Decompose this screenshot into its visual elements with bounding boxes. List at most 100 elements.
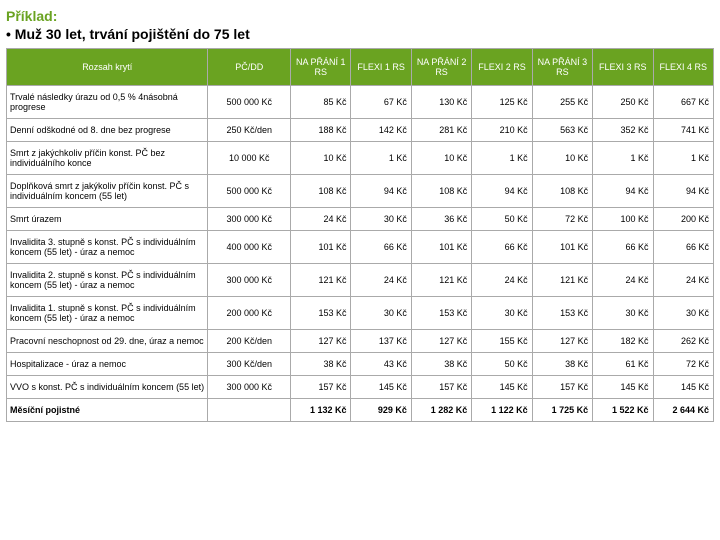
table-row: Invalidita 2. stupně s konst. PČ s indiv…	[7, 264, 714, 297]
header-col-2: NA PŘÁNÍ 2 RS	[411, 49, 471, 86]
cell-pcdd: 200 Kč/den	[208, 330, 291, 353]
table-row: VVO s konst. PČ s individuálním koncem (…	[7, 376, 714, 399]
cell-value: 108 Kč	[532, 175, 592, 208]
cell-rozsah: Smrt z jakýchkoliv příčin konst. PČ bez …	[7, 142, 208, 175]
monthly-label: Měsíční pojistné	[7, 399, 208, 422]
cell-value: 127 Kč	[411, 330, 471, 353]
header-col-4: NA PŘÁNÍ 3 RS	[532, 49, 592, 86]
cell-pcdd: 250 Kč/den	[208, 119, 291, 142]
cell-value: 127 Kč	[291, 330, 351, 353]
header-rozsah: Rozsah krytí	[7, 49, 208, 86]
monthly-row: Měsíční pojistné 1 132 Kč929 Kč1 282 Kč 1 …	[7, 399, 714, 422]
cell-value: 262 Kč	[653, 330, 714, 353]
cell-pcdd: 500 000 Kč	[208, 175, 291, 208]
cell-value: 101 Kč	[532, 231, 592, 264]
table-row: Doplňková smrt z jakýkoliv příčin konst.…	[7, 175, 714, 208]
cell-value: 38 Kč	[411, 353, 471, 376]
cell-rozsah: Invalidita 1. stupně s konst. PČ s indiv…	[7, 297, 208, 330]
cell-value: 24 Kč	[472, 264, 532, 297]
table-row: Smrt úrazem300 000 Kč24 Kč30 Kč36 Kč50 K…	[7, 208, 714, 231]
cell-value: 10 Kč	[291, 142, 351, 175]
table-row: Invalidita 3. stupně s konst. PČ s indiv…	[7, 231, 714, 264]
cell-value: 563 Kč	[532, 119, 592, 142]
cell-value: 182 Kč	[593, 330, 653, 353]
cell-rozsah: Doplňková smrt z jakýkoliv příčin konst.…	[7, 175, 208, 208]
header-col-0: NA PŘÁNÍ 1 RS	[291, 49, 351, 86]
cell-pcdd: 300 Kč/den	[208, 353, 291, 376]
cell-value: 281 Kč	[411, 119, 471, 142]
cell-value: 66 Kč	[351, 231, 411, 264]
cell-value: 38 Kč	[291, 353, 351, 376]
monthly-value: 1 725 Kč	[532, 399, 592, 422]
header-col-5: FLEXI 3 RS	[593, 49, 653, 86]
cell-rozsah: Invalidita 3. stupně s konst. PČ s indiv…	[7, 231, 208, 264]
cell-value: 145 Kč	[472, 376, 532, 399]
pricing-table: Rozsah krytí PČ/DD NA PŘÁNÍ 1 RS FLEXI 1…	[6, 48, 714, 422]
cell-value: 101 Kč	[411, 231, 471, 264]
cell-value: 66 Kč	[653, 231, 714, 264]
cell-value: 130 Kč	[411, 86, 471, 119]
cell-rozsah: VVO s konst. PČ s individuálním koncem (…	[7, 376, 208, 399]
cell-value: 121 Kč	[291, 264, 351, 297]
cell-value: 72 Kč	[653, 353, 714, 376]
cell-value: 121 Kč	[532, 264, 592, 297]
cell-value: 157 Kč	[532, 376, 592, 399]
cell-rozsah: Trvalé následky úrazu od 0,5 % 4násobná …	[7, 86, 208, 119]
cell-value: 67 Kč	[351, 86, 411, 119]
cell-value: 155 Kč	[472, 330, 532, 353]
cell-value: 125 Kč	[472, 86, 532, 119]
monthly-value: 1 282 Kč	[411, 399, 471, 422]
monthly-value: 929 Kč	[351, 399, 411, 422]
cell-value: 24 Kč	[291, 208, 351, 231]
cell-value: 137 Kč	[351, 330, 411, 353]
subtitle-text: Muž 30 let, trvání pojištění do 75 let	[15, 26, 250, 42]
header-col-3: FLEXI 2 RS	[472, 49, 532, 86]
cell-value: 101 Kč	[291, 231, 351, 264]
cell-value: 36 Kč	[411, 208, 471, 231]
cell-value: 10 Kč	[411, 142, 471, 175]
cell-value: 153 Kč	[411, 297, 471, 330]
table-row: Pracovní neschopnost od 29. dne, úraz a …	[7, 330, 714, 353]
cell-pcdd: 500 000 Kč	[208, 86, 291, 119]
cell-value: 50 Kč	[472, 208, 532, 231]
cell-value: 61 Kč	[593, 353, 653, 376]
cell-value: 30 Kč	[351, 297, 411, 330]
monthly-value: 1 522 Kč	[593, 399, 653, 422]
cell-pcdd: 300 000 Kč	[208, 264, 291, 297]
monthly-value: 1 132 Kč	[291, 399, 351, 422]
cell-value: 1 Kč	[653, 142, 714, 175]
header-col-1: FLEXI 1 RS	[351, 49, 411, 86]
cell-pcdd: 10 000 Kč	[208, 142, 291, 175]
monthly-value: 2 644 Kč	[653, 399, 714, 422]
cell-rozsah: Smrt úrazem	[7, 208, 208, 231]
cell-value: 30 Kč	[472, 297, 532, 330]
cell-value: 24 Kč	[653, 264, 714, 297]
table-row: Hospitalizace - úraz a nemoc300 Kč/den38…	[7, 353, 714, 376]
cell-value: 352 Kč	[593, 119, 653, 142]
cell-value: 43 Kč	[351, 353, 411, 376]
cell-value: 50 Kč	[472, 353, 532, 376]
subtitle-line: • Muž 30 let, trvání pojištění do 75 let	[6, 26, 714, 42]
cell-value: 741 Kč	[653, 119, 714, 142]
cell-rozsah: Pracovní neschopnost od 29. dne, úraz a …	[7, 330, 208, 353]
cell-value: 127 Kč	[532, 330, 592, 353]
cell-value: 145 Kč	[593, 376, 653, 399]
cell-value: 38 Kč	[532, 353, 592, 376]
table-row: Denní odškodné od 8. dne bez progrese250…	[7, 119, 714, 142]
cell-value: 1 Kč	[593, 142, 653, 175]
cell-pcdd: 300 000 Kč	[208, 376, 291, 399]
cell-value: 10 Kč	[532, 142, 592, 175]
cell-rozsah: Invalidita 2. stupně s konst. PČ s indiv…	[7, 264, 208, 297]
cell-rozsah: Denní odškodné od 8. dne bez progrese	[7, 119, 208, 142]
cell-value: 1 Kč	[351, 142, 411, 175]
cell-value: 157 Kč	[291, 376, 351, 399]
cell-value: 210 Kč	[472, 119, 532, 142]
cell-value: 94 Kč	[653, 175, 714, 208]
cell-value: 94 Kč	[472, 175, 532, 208]
cell-value: 30 Kč	[653, 297, 714, 330]
cell-value: 157 Kč	[411, 376, 471, 399]
cell-value: 188 Kč	[291, 119, 351, 142]
cell-value: 108 Kč	[291, 175, 351, 208]
table-row: Smrt z jakýchkoliv příčin konst. PČ bez …	[7, 142, 714, 175]
cell-value: 30 Kč	[351, 208, 411, 231]
